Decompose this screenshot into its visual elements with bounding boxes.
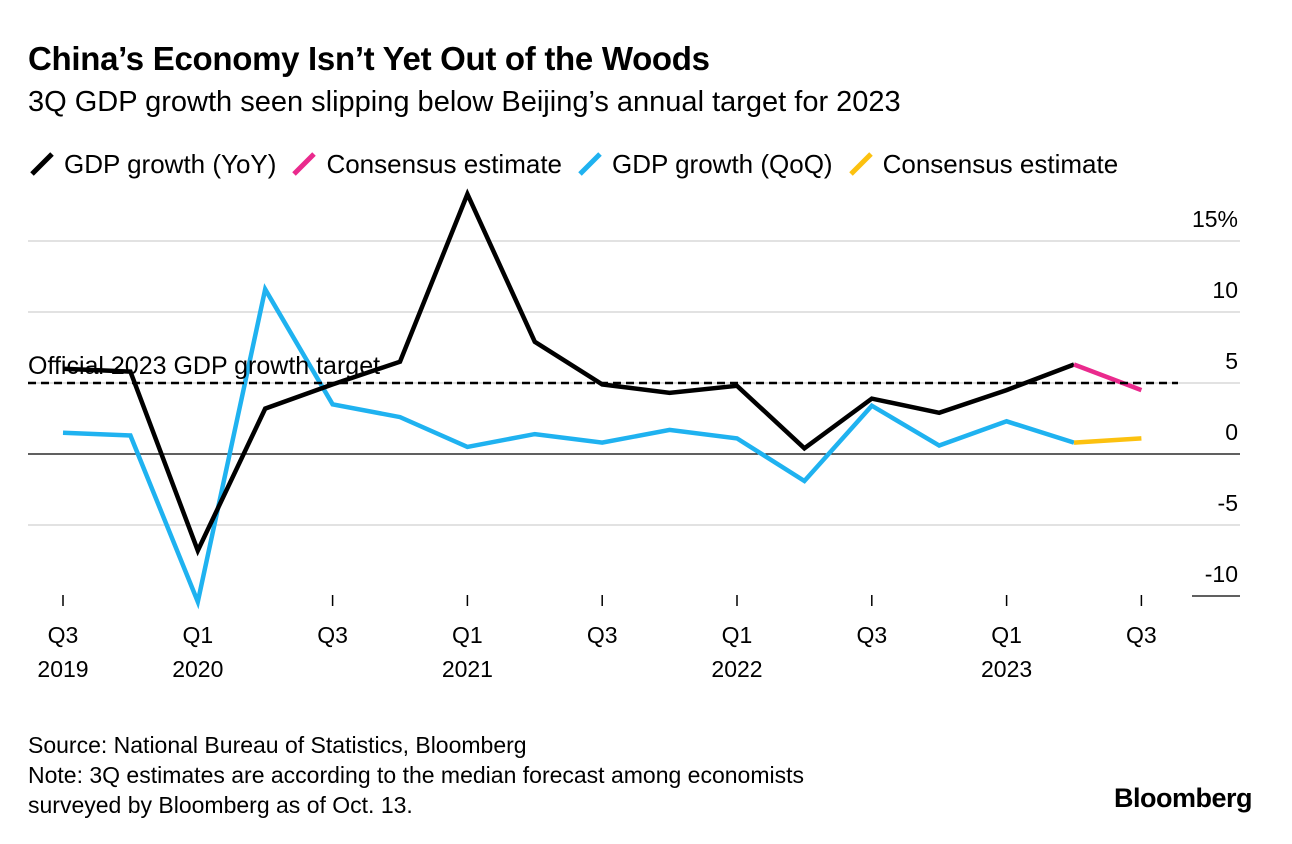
footer: Source: National Bureau of Statistics, B…	[28, 730, 804, 820]
x-tick-label: Q1	[452, 622, 483, 648]
legend-label-consensus-yoy: Consensus estimate	[326, 148, 562, 179]
y-tick-label: 5	[1225, 348, 1238, 374]
x-tick-label: Q1	[722, 622, 753, 648]
chart-subtitle: 3Q GDP growth seen slipping below Beijin…	[28, 86, 901, 118]
legend-item-qoq: GDP growth (QoQ)	[576, 149, 833, 180]
x-tick-label: Q3	[856, 622, 887, 648]
legend-item-consensus-yoy: Consensus estimate	[290, 149, 562, 180]
x-tick-year-label: 2023	[981, 656, 1032, 682]
bloomberg-logo: Bloomberg	[1113, 783, 1253, 813]
note-text-line1: Note: 3Q estimates are according to the …	[28, 762, 805, 788]
y-tick-label: -5	[1218, 490, 1238, 516]
series-line-yoy	[62, 188, 1075, 557]
x-tick-label: Q3	[48, 622, 79, 648]
x-tick-label: Q1	[991, 622, 1022, 648]
legend-item-yoy: GDP growth (YoY)	[28, 149, 276, 180]
source-text: Source: National Bureau of Statistics, B…	[28, 732, 527, 758]
x-tick-label: Q1	[182, 622, 213, 648]
y-tick-label: 15%	[1192, 206, 1238, 232]
series-line-consensus-yoy	[1073, 362, 1143, 393]
legend-swatch-consensus-yoy-icon	[292, 152, 317, 176]
note-text-line2: surveyed by Bloomberg as of Oct. 13.	[28, 792, 413, 818]
x-tick-year-label: 2019	[37, 656, 88, 682]
legend: GDP growth (YoY) Consensus estimate GDP …	[28, 146, 1132, 182]
x-tick-label: Q3	[317, 622, 348, 648]
legend-swatch-qoq-icon	[578, 152, 602, 176]
y-tick-label: 10	[1212, 277, 1238, 303]
target-reference-label: Official 2023 GDP growth target	[28, 352, 380, 380]
series-line-qoq	[62, 283, 1075, 610]
legend-item-consensus-qoq: Consensus estimate	[847, 148, 1119, 180]
x-tick-label: Q3	[587, 622, 618, 648]
x-tick-year-label: 2022	[711, 656, 762, 682]
legend-swatch-consensus-qoq-icon	[848, 152, 873, 176]
series-line-consensus-qoq	[1073, 436, 1142, 445]
x-tick-year-label: 2021	[442, 656, 493, 682]
chart-title: China’s Economy Isn’t Yet Out of the Woo…	[28, 40, 710, 77]
legend-label-consensus-qoq: Consensus estimate	[882, 148, 1119, 179]
legend-label-qoq: GDP growth (QoQ)	[612, 148, 833, 179]
x-tick-year-label: 2020	[172, 656, 223, 682]
legend-swatch-yoy-icon	[30, 152, 54, 176]
legend-label-yoy: GDP growth (YoY)	[64, 148, 277, 179]
x-tick-label: Q3	[1126, 622, 1157, 648]
y-tick-label: -10	[1205, 561, 1238, 587]
y-tick-label: 0	[1225, 419, 1238, 445]
